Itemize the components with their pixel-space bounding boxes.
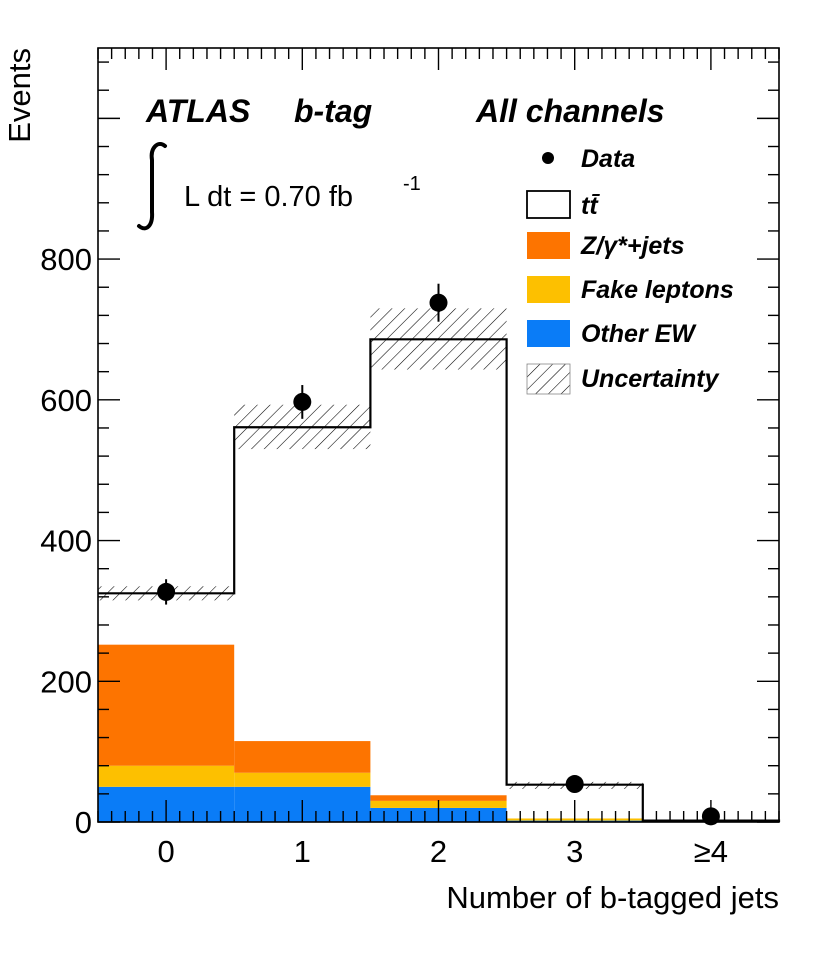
bar-z-jets-1 [234,741,371,773]
x-axis-title: Number of b-tagged jets [446,880,779,915]
data-point-1 [293,392,312,411]
legend-entry-fake-leptons: Fake leptons [581,276,734,304]
luminosity-label: L dt = 0.70 fb [184,181,353,213]
experiment-label: ATLAS [145,93,251,129]
bar-z-jets-0 [98,644,235,766]
legend-entry-uncertainty: Uncertainty [581,365,720,393]
legend: Data tt̄ Z/γ*+jets Fake leptons Other EW… [526,145,734,395]
bar-fake-leptons-1 [234,772,371,787]
y-tick-label-200: 200 [40,664,92,699]
legend-swatch-ttbar [526,190,571,219]
y-tick-label-0: 0 [75,805,92,840]
bar-z-jets-2 [370,795,507,801]
y-axis-title: Events [2,48,37,143]
y-tick-label-600: 600 [40,383,92,418]
stacked-bars [98,644,643,822]
data-point-3 [565,775,584,794]
data-point-2 [429,293,448,312]
legend-entry-zjets: Z/γ*+jets [580,232,685,260]
legend-entry-data: Data [581,145,635,173]
legend-swatch-fake-leptons [527,276,570,303]
prediction-total-line [98,338,781,822]
x-tick-label-1: 1 [294,834,311,869]
legend-swatch-uncertainty [526,363,571,395]
selection-label: b-tag [294,93,372,129]
tick-labels: 0 200 400 600 800 0 1 2 3 ≥4 [40,242,728,869]
integral-symbol [137,141,167,231]
channel-label: All channels [475,93,665,129]
legend-marker-data [542,152,554,164]
x-tick-label-4: ≥4 [694,834,728,869]
legend-entry-other-ew: Other EW [581,320,697,348]
prediction-outline [98,338,781,822]
luminosity-exponent: -1 [403,173,421,195]
legend-swatch-zjets [527,232,570,259]
legend-swatch-other-ew [527,320,570,347]
legend-entry-ttbar: tt̄ [581,192,601,220]
y-tick-label-400: 400 [40,524,92,559]
data-point-0 [157,582,176,601]
x-tick-label-0: 0 [157,834,174,869]
x-tick-label-3: 3 [566,834,583,869]
x-tick-label-2: 2 [430,834,447,869]
y-tick-label-800: 800 [40,242,92,277]
axes [97,47,780,823]
bar-fake-leptons-0 [98,765,235,787]
